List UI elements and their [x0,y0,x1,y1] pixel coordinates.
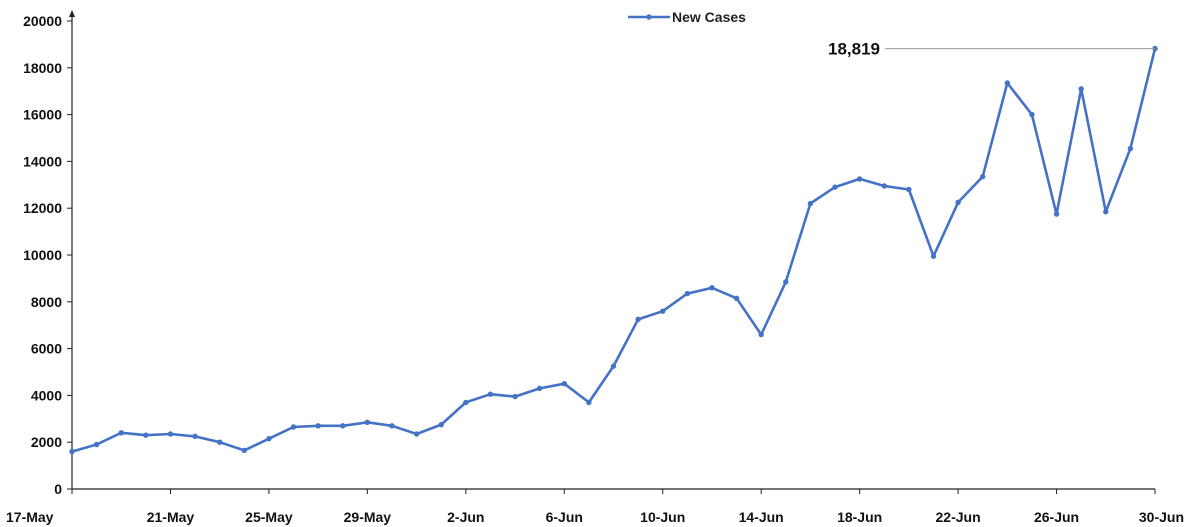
legend-label: New Cases [672,9,746,25]
data-point [561,381,567,387]
data-point [389,423,395,429]
data-point [733,295,740,301]
data-point [881,183,887,189]
data-point [1029,111,1035,118]
x-tick-label: 18-Jun [837,509,882,525]
data-point [709,285,715,291]
data-point [1103,209,1109,215]
y-tick-label: 0 [54,481,62,497]
data-point [955,199,961,206]
annotation-label: 18,819 [828,40,880,59]
y-tick-label: 6000 [31,341,62,357]
data-point [438,421,444,428]
data-point [1127,145,1134,152]
data-point [807,200,814,207]
x-tick-label: 30-Jun [1139,509,1184,525]
data-point [463,399,469,406]
data-point [660,308,666,314]
data-point [216,439,223,445]
data-point [610,363,617,369]
data-point [684,290,691,297]
y-axis-arrow [69,10,75,17]
x-axis: 17-May 21-May 25-May 29-May 2-Jun 6-Jun 10-Jun… [6,488,1184,525]
y-tick-label: 16000 [23,107,62,123]
y-tick-label: 20000 [23,13,62,29]
data-point [487,391,494,397]
series-new-cases [69,45,1158,455]
data-point [906,186,912,193]
x-tick-label: 29-May [344,509,392,525]
data-point [315,423,321,429]
data-point [364,419,371,426]
y-tick-label: 8000 [31,294,62,310]
data-point [118,430,124,436]
y-tick-label: 14000 [23,153,62,169]
x-tick-label: 17-May [6,509,54,525]
y-tick-label: 18000 [23,60,62,76]
data-point [856,176,863,182]
data-point [241,447,247,454]
y-tick-label: 10000 [23,247,62,263]
data-point [1078,86,1084,92]
legend: New Cases [628,9,746,25]
data-point [266,435,272,442]
data-point [832,184,838,190]
annotations: 18,819 [828,40,1155,59]
x-tick-label: 25-May [245,509,293,525]
x-tick-label: 10-Jun [640,509,685,525]
data-point [586,399,592,406]
data-point [536,385,543,392]
data-point [167,431,174,437]
y-tick-label: 2000 [31,434,62,450]
x-tick-label: 14-Jun [739,509,784,525]
data-point [635,316,641,323]
data-point [69,448,75,455]
data-point [1004,80,1011,86]
y-tick-label: 4000 [31,387,62,403]
y-tick-label: 12000 [23,200,62,216]
legend-marker [646,14,652,20]
data-point [512,393,518,400]
data-point [93,441,100,448]
data-point [783,279,789,285]
x-tick-label: 21-May [147,509,195,525]
data-point [1053,211,1060,217]
data-point [290,424,297,430]
y-axis: 0 2000 4000 6000 8000 10000 12000 14000 16000 180… [23,10,75,497]
series-line [71,48,1157,453]
data-point [413,431,420,437]
x-tick-label: 6-Jun [546,509,583,525]
data-point [340,423,346,429]
data-point [758,331,764,338]
x-tick-label: 22-Jun [936,509,981,525]
x-tick-label: 2-Jun [447,509,484,525]
data-point [143,432,149,438]
data-point [192,433,198,440]
x-tick-label: 26-Jun [1034,509,1079,525]
data-point [980,173,986,180]
data-point [930,253,937,259]
